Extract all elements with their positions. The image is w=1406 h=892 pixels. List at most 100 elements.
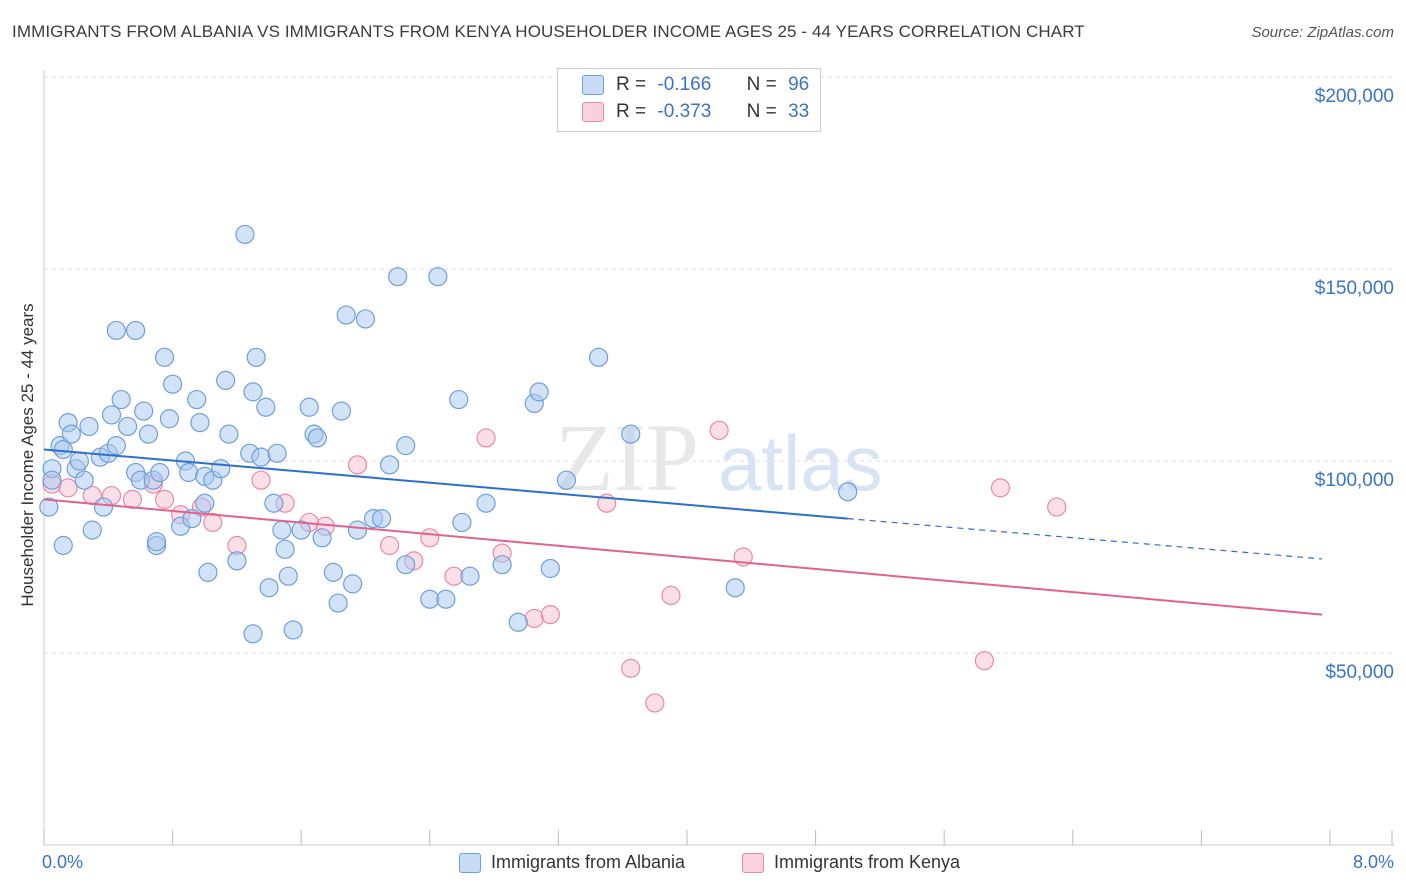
bottom-legend-albania: Immigrants from Albania [459,852,685,874]
y-tick-label: $150,000 [1314,278,1394,299]
bottom-legend-kenya-label: Immigrants from Kenya [774,852,961,872]
kenya-point [990,478,1011,498]
albania-point [264,493,284,513]
albania-point [508,612,528,632]
albania-point [150,462,170,483]
albania-point [621,424,641,444]
kenya-point [709,420,729,440]
albania-point [336,305,356,325]
watermark-zip: ZIP [555,404,699,511]
chart-title: IMMIGRANTS FROM ALBANIA VS IMMIGRANTS FR… [12,22,1085,41]
albania-point [312,528,332,548]
kenya-trend-line [43,498,1323,616]
albania-point [126,320,146,341]
albania-point [388,267,408,287]
albania-point [588,347,609,367]
y-tick-label: $50,000 [1325,662,1394,683]
kenya-point [444,566,464,586]
correlation-legend: R = -0.166 N = 96 R = -0.373 N = 33 [557,68,821,132]
albania-point [256,397,276,417]
albania-point [134,401,154,421]
albania-point [343,574,363,594]
albania-point [39,497,59,517]
albania-point [328,593,348,613]
albania-point [347,520,368,540]
watermark: ZIP atlas [555,404,883,511]
kenya-legend-icon [742,853,764,874]
kenya-point [524,608,544,629]
albania-point [74,470,94,490]
kenya-point [380,535,400,556]
albania-point [53,535,73,556]
albania-point [396,555,416,575]
kenya-point [58,478,78,498]
albania-point [195,493,215,513]
legend-row-kenya: R = -0.373 N = 33 [582,101,809,125]
albania-point [452,512,472,533]
albania-point [251,447,271,467]
legend-n-label: N = [746,101,777,122]
albania-point [299,397,319,417]
albania-point [106,320,126,341]
y-tick-label: $200,000 [1314,86,1394,107]
legend-r-label: R = [616,74,647,95]
albania-point [227,551,247,571]
albania-point [219,424,239,444]
albania-trend-extension [847,518,1323,560]
albania-point [154,347,175,367]
legend-n-label: N = [746,74,777,95]
albania-point [278,566,298,586]
albania-point [187,389,207,410]
albania-point [101,405,122,425]
albania-point [275,539,295,559]
albania-point [492,555,512,575]
kenya-point [154,489,175,509]
albania-point [396,436,416,456]
legend-r-value: -0.373 [657,101,712,122]
albania-point [117,416,138,437]
albania-point [331,401,351,421]
albania-point [138,424,159,444]
y-axis-label: Householder Income Ages 25 - 44 years [18,303,37,607]
albania-point [291,520,311,540]
legend-n-value: 96 [788,74,810,95]
albania-point [283,620,303,640]
albania-point [243,624,263,644]
albania-trend-line [43,448,848,520]
albania-point [163,374,183,394]
albania-point [159,409,179,429]
albania-point [179,462,199,483]
bottom-legend-kenya: Immigrants from Kenya [742,852,961,874]
kenya-point [476,428,496,448]
albania-point [211,459,231,479]
albania-point [190,413,210,433]
albania-point [61,424,81,444]
albania-point [355,309,376,329]
albania-point [323,562,343,582]
grid-lines [44,76,1395,654]
albania-point [111,389,131,410]
albania-point [259,578,279,598]
albania-point [79,416,99,437]
albania-point [235,224,255,245]
kenya-swatch-icon [582,101,604,122]
kenya-point [1047,497,1067,517]
albania-point [106,436,126,456]
trend-lines [43,448,1323,616]
y-tick-label: $100,000 [1314,470,1394,491]
kenya-point [645,693,665,713]
albania-point [449,389,469,410]
axes [43,70,1395,846]
kenya-point [203,512,223,533]
x-tick-min: 0.0% [42,852,84,872]
albania-point [838,482,858,502]
albania-point [146,532,167,552]
legend-r-value: -0.166 [657,74,712,95]
source-label: Source: ZipAtlas.com [1251,24,1394,41]
albania-point [216,370,236,390]
albania-point [243,382,263,402]
albania-point [540,558,560,579]
albania-point [420,589,440,609]
albania-point [725,578,745,598]
albania-point [529,382,549,402]
